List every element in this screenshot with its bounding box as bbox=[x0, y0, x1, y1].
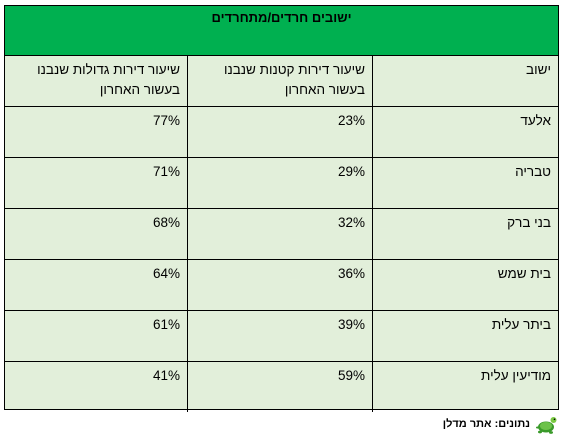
small-share-cell: 36% bbox=[188, 260, 373, 310]
source-text: נתונים: אתר מדלן bbox=[442, 418, 530, 430]
source-footer: נתונים: אתר מדלן bbox=[443, 410, 558, 438]
town-cell: בית שמש bbox=[497, 266, 551, 281]
header-row: ישוב שיעור דירות קטנות שנבנו בעשור האחרו… bbox=[5, 56, 558, 107]
table-row: מודיעין עלית 59% 41% bbox=[5, 362, 558, 412]
table-row: ביתר עלית 39% 61% bbox=[5, 311, 558, 362]
large-share-cell: 64% bbox=[5, 260, 188, 310]
small-share-cell: 32% bbox=[188, 209, 373, 259]
large-share-cell: 77% bbox=[5, 107, 188, 157]
town-cell: בני ברק bbox=[507, 215, 551, 230]
town-cell: טבריה bbox=[515, 164, 551, 179]
table-row: טבריה 29% 71% bbox=[5, 158, 558, 209]
small-share-cell: 29% bbox=[188, 158, 373, 208]
large-share-cell: 68% bbox=[5, 209, 188, 259]
data-table: ישובים חרדים/מתחרדים ישוב שיעור דירות קט… bbox=[4, 5, 559, 412]
small-share-cell: 23% bbox=[188, 107, 373, 157]
large-share-cell: 41% bbox=[5, 362, 188, 412]
header-town: ישוב bbox=[526, 62, 551, 77]
table-title: ישובים חרדים/מתחרדים bbox=[5, 6, 558, 56]
header-small-apartments: שיעור דירות קטנות שנבנו בעשור האחרון bbox=[188, 56, 373, 106]
town-cell: מודיעין עלית bbox=[481, 368, 551, 383]
table-row: בית שמש 36% 64% bbox=[5, 260, 558, 311]
town-cell: אלעד bbox=[520, 113, 551, 128]
large-share-cell: 61% bbox=[5, 311, 188, 361]
small-share-cell: 39% bbox=[188, 311, 373, 361]
table-row: בני ברק 32% 68% bbox=[5, 209, 558, 260]
turtle-icon bbox=[536, 417, 557, 434]
small-share-cell: 59% bbox=[188, 362, 373, 412]
header-large-apartments: שיעור דירות גדולות שנבנו בעשור האחרון bbox=[5, 56, 188, 106]
large-share-cell: 71% bbox=[5, 158, 188, 208]
town-cell: ביתר עלית bbox=[491, 317, 551, 332]
table-row: אלעד 23% 77% bbox=[5, 107, 558, 158]
